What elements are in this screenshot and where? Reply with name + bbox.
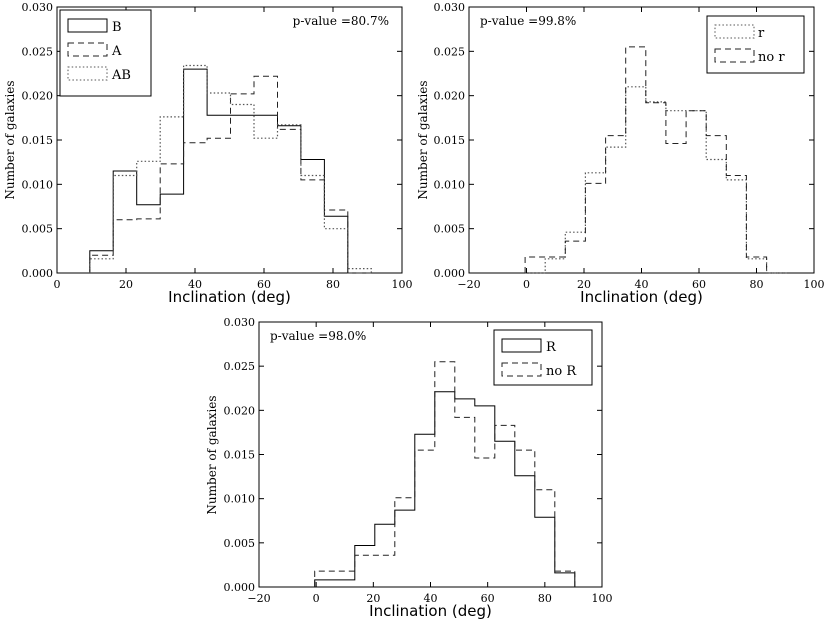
legend-swatch	[714, 24, 755, 39]
y-tick-label: 0.015	[22, 134, 54, 147]
x-tick-label: 20	[119, 278, 133, 291]
y-tick-label: 0.015	[434, 134, 466, 147]
x-tick-label: −20	[457, 278, 480, 291]
legend-swatch	[714, 48, 755, 63]
histogram-series-no-r	[314, 361, 576, 587]
legend-label: no R	[546, 364, 577, 379]
p-value-annotation: p-value =99.8%	[480, 14, 576, 28]
x-tick-label: 40	[635, 278, 649, 291]
histogram-series-group	[89, 64, 372, 274]
y-tick-label: 0.020	[22, 90, 54, 103]
x-tick-label: 100	[592, 592, 613, 605]
legend-swatch	[67, 18, 108, 33]
y-tick-label: 0.000	[224, 581, 256, 594]
histogram-series-no-r	[524, 46, 787, 274]
x-tick-label: 60	[692, 278, 706, 291]
y-tick-label: 0.030	[434, 1, 466, 14]
y-axis-ticks: 0.000 0.005 0.010 0.015 0.020 0.025 0.030	[224, 316, 602, 594]
x-axis-label: Inclination (deg)	[369, 602, 492, 620]
x-tick-label: 0	[313, 592, 320, 605]
legend-label: r	[758, 26, 765, 41]
x-tick-label: 40	[424, 592, 438, 605]
histogram-series-r	[525, 86, 787, 274]
y-tick-label: 0.030	[22, 1, 54, 14]
legend-swatch	[501, 362, 542, 377]
y-tick-label: 0.020	[434, 90, 466, 103]
chart-panel-bottom: −20 0 20 40 60 80 100 0.000 0.005 0.010 0.015 0.02…	[205, 316, 613, 620]
y-axis-label: Number of galaxies	[205, 395, 219, 514]
y-tick-label: 0.010	[224, 493, 256, 506]
legend: Rno R	[493, 329, 593, 386]
x-tick-label: 20	[366, 592, 380, 605]
legend-box	[59, 9, 152, 97]
x-tick-label: 100	[392, 278, 413, 291]
legend-swatch	[67, 42, 108, 57]
y-axis-ticks: 0.000 0.005 0.010 0.015 0.020 0.025 0.030	[434, 1, 814, 280]
legend-box	[706, 15, 805, 74]
y-tick-label: 0.020	[224, 404, 256, 417]
legend-label: AB	[111, 68, 131, 83]
chart-panel-top-left: 0 20 40 60 80 100 0.0000.0050.0100.0150.0200.…	[3, 1, 413, 306]
y-tick-label: 0.000	[434, 267, 466, 280]
x-tick-label: 20	[577, 278, 591, 291]
y-tick-label: 0.000	[22, 267, 54, 280]
x-tick-label: 0	[54, 278, 61, 291]
histogram-series-group	[524, 46, 787, 274]
x-axis-ticks: −20 0 20 40 60 80 100	[457, 7, 825, 291]
histogram-series-group	[314, 361, 576, 587]
y-axis-label: Number of galaxies	[416, 80, 430, 199]
histogram-series-a	[89, 75, 372, 274]
legend-label: B	[112, 20, 122, 35]
x-tick-label: 60	[481, 592, 495, 605]
x-tick-label: 80	[750, 278, 764, 291]
y-axis-label: Number of galaxies	[3, 80, 17, 199]
y-axis-ticks: 0.000 0.005 0.010 0.015 0.020 0.025 0.030	[22, 1, 402, 280]
p-value-annotation: p-value =80.7%	[293, 14, 389, 28]
legend: BA AB	[59, 9, 152, 97]
legend-label: no r	[758, 50, 785, 65]
x-tick-label: 60	[257, 278, 271, 291]
y-tick-label: 0.010	[22, 178, 54, 191]
x-axis-label: Inclination (deg)	[580, 288, 703, 306]
x-tick-label: 80	[326, 278, 340, 291]
y-tick-label: 0.005	[224, 537, 256, 550]
x-tick-label: −20	[247, 592, 270, 605]
legend-label: A	[111, 44, 122, 59]
x-tick-label: 0	[523, 278, 530, 291]
y-tick-label: 0.015	[224, 449, 256, 462]
legend: r no r	[706, 15, 805, 74]
y-tick-label: 0.025	[22, 45, 54, 58]
y-tick-label: 0.025	[434, 45, 466, 58]
chart-panel-top-right: −20 0 20 40 60 80 100 0.000 0.005 0.010 0.015 0.02…	[416, 1, 825, 306]
legend-label: R	[546, 340, 557, 355]
y-tick-label: 0.025	[224, 360, 256, 373]
x-axis-ticks: −20 0 20 40 60 80 100	[247, 322, 613, 605]
y-tick-label: 0.005	[22, 223, 54, 236]
y-tick-label: 0.005	[434, 223, 466, 236]
histogram-series-ab	[89, 64, 372, 273]
x-axis-ticks: 0 20 40 60 80 100	[54, 7, 413, 291]
y-tick-label: 0.010	[434, 178, 466, 191]
y-tick-label: 0.030	[224, 316, 256, 329]
x-tick-label: 40	[188, 278, 202, 291]
x-tick-label: 100	[804, 278, 825, 291]
histogram-series-r	[314, 391, 576, 587]
p-value-annotation: p-value =98.0%	[270, 329, 366, 343]
x-axis-label: Inclination (deg)	[168, 288, 291, 306]
x-tick-label: 80	[538, 592, 552, 605]
legend-box	[493, 329, 593, 386]
legend-swatch	[501, 338, 542, 353]
legend-swatch	[67, 66, 108, 81]
